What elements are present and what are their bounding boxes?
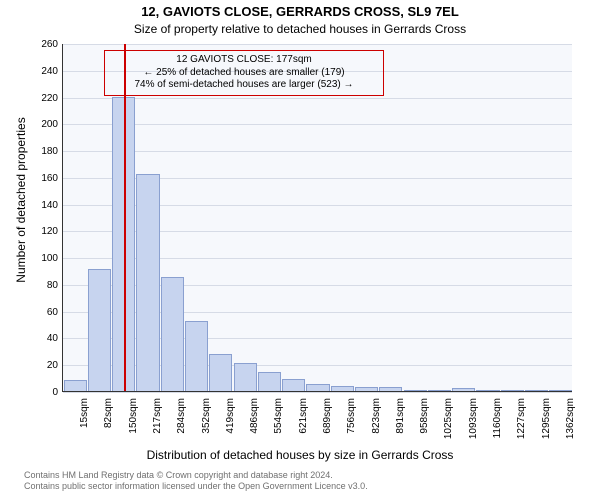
histogram-bar xyxy=(525,390,548,391)
footer-line-1: Contains HM Land Registry data © Crown c… xyxy=(24,470,368,481)
x-tick-label: 1025sqm xyxy=(443,398,454,453)
histogram-bar xyxy=(282,379,305,391)
x-tick-label: 217sqm xyxy=(152,398,163,453)
gridline xyxy=(63,44,572,45)
y-tick-label: 60 xyxy=(28,307,58,318)
x-tick-label: 958sqm xyxy=(419,398,430,453)
histogram-bar xyxy=(64,380,87,391)
histogram-bar xyxy=(379,387,402,391)
y-tick-label: 100 xyxy=(28,253,58,264)
y-tick-label: 0 xyxy=(28,387,58,398)
y-tick-label: 40 xyxy=(28,333,58,344)
y-tick-label: 80 xyxy=(28,280,58,291)
x-tick-label: 486sqm xyxy=(249,398,260,453)
histogram-bar xyxy=(161,277,184,391)
gridline xyxy=(63,151,572,152)
x-tick-label: 352sqm xyxy=(201,398,212,453)
histogram-bar xyxy=(549,390,572,391)
callout-line-2: ← 25% of detached houses are smaller (17… xyxy=(111,67,377,80)
x-tick-label: 1295sqm xyxy=(541,398,552,453)
footer-line-2: Contains public sector information licen… xyxy=(24,481,368,492)
property-marker-line xyxy=(124,44,126,391)
y-axis-label: Number of detached properties xyxy=(14,50,28,350)
chart-title: 12, GAVIOTS CLOSE, GERRARDS CROSS, SL9 7… xyxy=(0,4,600,19)
footer-attribution: Contains HM Land Registry data © Crown c… xyxy=(24,470,368,493)
histogram-bar xyxy=(185,321,208,391)
y-tick-label: 260 xyxy=(28,39,58,50)
gridline xyxy=(63,392,572,393)
x-tick-label: 284sqm xyxy=(176,398,187,453)
callout-line-3: 74% of semi-detached houses are larger (… xyxy=(111,79,377,92)
y-tick-label: 20 xyxy=(28,360,58,371)
y-tick-label: 140 xyxy=(28,200,58,211)
x-tick-label: 150sqm xyxy=(128,398,139,453)
histogram-bar xyxy=(404,390,427,391)
y-tick-label: 200 xyxy=(28,119,58,130)
x-tick-label: 1227sqm xyxy=(516,398,527,453)
callout-line-1: 12 GAVIOTS CLOSE: 177sqm xyxy=(111,54,377,67)
chart-subtitle: Size of property relative to detached ho… xyxy=(0,22,600,36)
x-tick-label: 1362sqm xyxy=(565,398,576,453)
histogram-bar xyxy=(234,363,257,391)
histogram-bar xyxy=(428,390,451,391)
histogram-bar xyxy=(452,388,475,391)
x-tick-label: 1093sqm xyxy=(468,398,479,453)
x-tick-label: 891sqm xyxy=(395,398,406,453)
histogram-bar xyxy=(355,387,378,391)
y-tick-label: 120 xyxy=(28,226,58,237)
x-tick-label: 419sqm xyxy=(225,398,236,453)
histogram-bar xyxy=(501,390,524,391)
gridline xyxy=(63,98,572,99)
y-tick-label: 240 xyxy=(28,66,58,77)
histogram-bar xyxy=(88,269,111,391)
x-tick-label: 621sqm xyxy=(298,398,309,453)
x-tick-label: 1160sqm xyxy=(492,398,503,453)
x-tick-label: 756sqm xyxy=(346,398,357,453)
y-tick-label: 220 xyxy=(28,93,58,104)
gridline xyxy=(63,124,572,125)
y-tick-label: 160 xyxy=(28,173,58,184)
histogram-bar xyxy=(136,174,159,391)
property-callout: 12 GAVIOTS CLOSE: 177sqm← 25% of detache… xyxy=(104,50,384,96)
y-tick-label: 180 xyxy=(28,146,58,157)
x-tick-label: 15sqm xyxy=(79,398,90,453)
histogram-bar xyxy=(258,372,281,391)
histogram-bar xyxy=(331,386,354,391)
plot-area xyxy=(62,44,572,392)
histogram-bar xyxy=(209,354,232,391)
x-tick-label: 82sqm xyxy=(103,398,114,453)
x-tick-label: 823sqm xyxy=(371,398,382,453)
histogram-bar xyxy=(476,390,499,391)
x-tick-label: 689sqm xyxy=(322,398,333,453)
histogram-bar xyxy=(306,384,329,391)
chart-container: 12, GAVIOTS CLOSE, GERRARDS CROSS, SL9 7… xyxy=(0,0,600,500)
x-tick-label: 554sqm xyxy=(273,398,284,453)
